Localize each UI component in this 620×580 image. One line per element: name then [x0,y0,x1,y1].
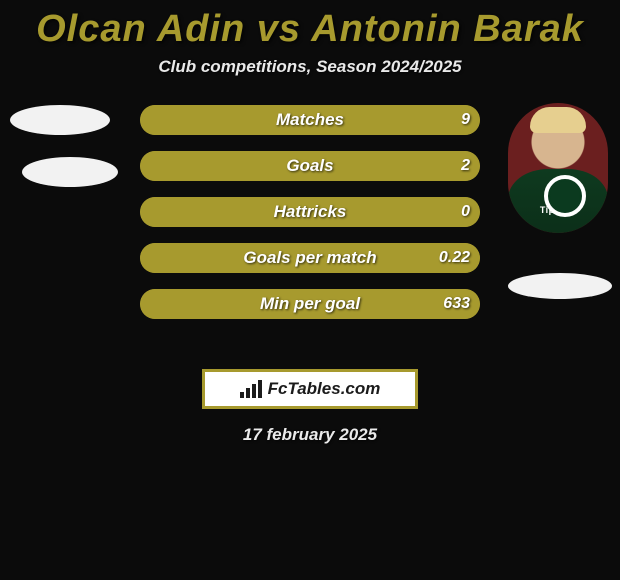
stat-value-right: 2 [461,157,470,175]
stat-bars: Matches9 Goals2 Hattricks0 Goals per match0… [140,105,480,335]
comparison-stage: Matches9 Goals2 Hattricks0 Goals per match0… [0,95,620,355]
stat-row: Hattricks0 [140,197,480,227]
stat-bar-fill [140,243,480,273]
stat-bar-fill [140,289,480,319]
stat-value-right: 9 [461,111,470,129]
stat-value-right: 0 [461,203,470,221]
page-subtitle: Club competitions, Season 2024/2025 [0,57,620,77]
footer-date: 17 february 2025 [0,425,620,445]
club-crest-icon [544,175,586,217]
page-title: Olcan Adin vs Antonin Barak [0,0,620,51]
left-player-placeholder-1 [10,105,110,135]
stat-bar-fill [140,105,480,135]
brand-box[interactable]: FcTables.com [202,369,418,409]
stat-row: Min per goal633 [140,289,480,319]
stat-bar-fill [140,197,480,227]
bar-chart-icon [240,380,262,398]
right-player-shadow [508,273,612,299]
stat-row: Goals per match0.22 [140,243,480,273]
stat-row: Goals2 [140,151,480,181]
brand-text: FcTables.com [268,379,381,399]
stat-bar-fill [140,151,480,181]
stat-row: Matches9 [140,105,480,135]
left-player-placeholder-2 [22,157,118,187]
stat-value-right: 633 [443,295,470,313]
stat-value-right: 0.22 [439,249,470,267]
